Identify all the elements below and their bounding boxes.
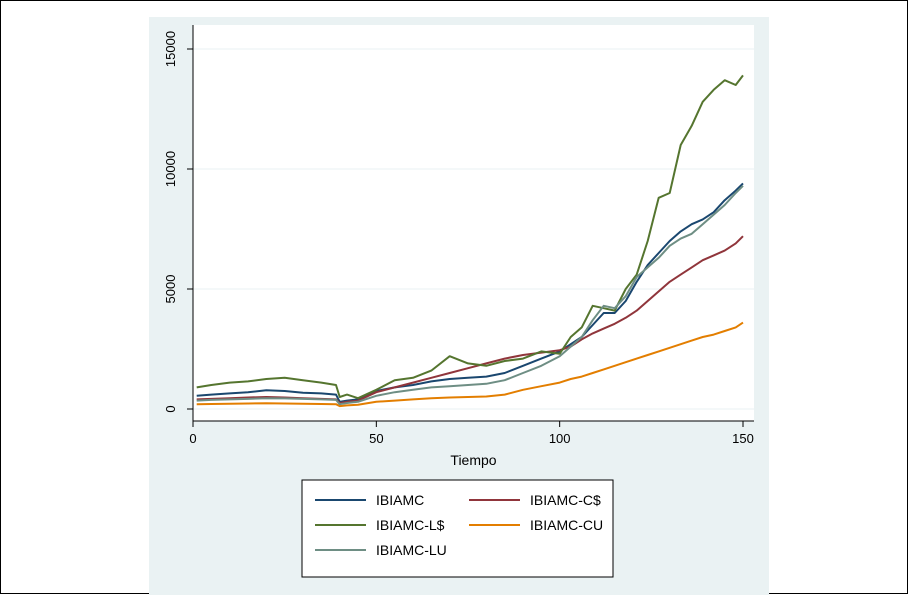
legend-label: IBIAMC-LU (376, 542, 447, 558)
series-line (196, 185, 744, 406)
gridlines (193, 48, 754, 410)
y-tick-label: 10000 (163, 151, 178, 187)
series-lines (196, 74, 744, 408)
legend-label: IBIAMC-CU (530, 517, 603, 533)
y-tick-label: 15000 (163, 31, 178, 67)
legend-box (301, 479, 614, 578)
x-tick-label: 150 (732, 431, 754, 446)
series-line (196, 74, 744, 400)
x-tick-label: 0 (189, 431, 196, 446)
y-tick-label: 0 (163, 405, 178, 412)
x-tick-label: 50 (369, 431, 383, 446)
series-line (196, 321, 744, 408)
x-axis-title: Tiempo (450, 452, 496, 468)
legend-label: IBIAMC-L$ (376, 517, 445, 533)
plot-area (193, 25, 754, 421)
legend: IBIAMC IBIAMC-C$ IBIAMC-L$ IBIAMC-CU IBIAMC-… (301, 479, 614, 578)
axes: 0 5000 10000 15000 0 50 100 150 (163, 25, 754, 446)
legend-label: IBIAMC-C$ (530, 492, 601, 508)
y-tick-label: 5000 (163, 275, 178, 304)
chart-figure: 0 5000 10000 15000 0 50 100 150 Tiempo IBIAMC IB… (149, 17, 769, 595)
x-tick-label: 100 (549, 431, 571, 446)
series-line (196, 182, 744, 403)
legend-label: IBIAMC (376, 492, 424, 508)
